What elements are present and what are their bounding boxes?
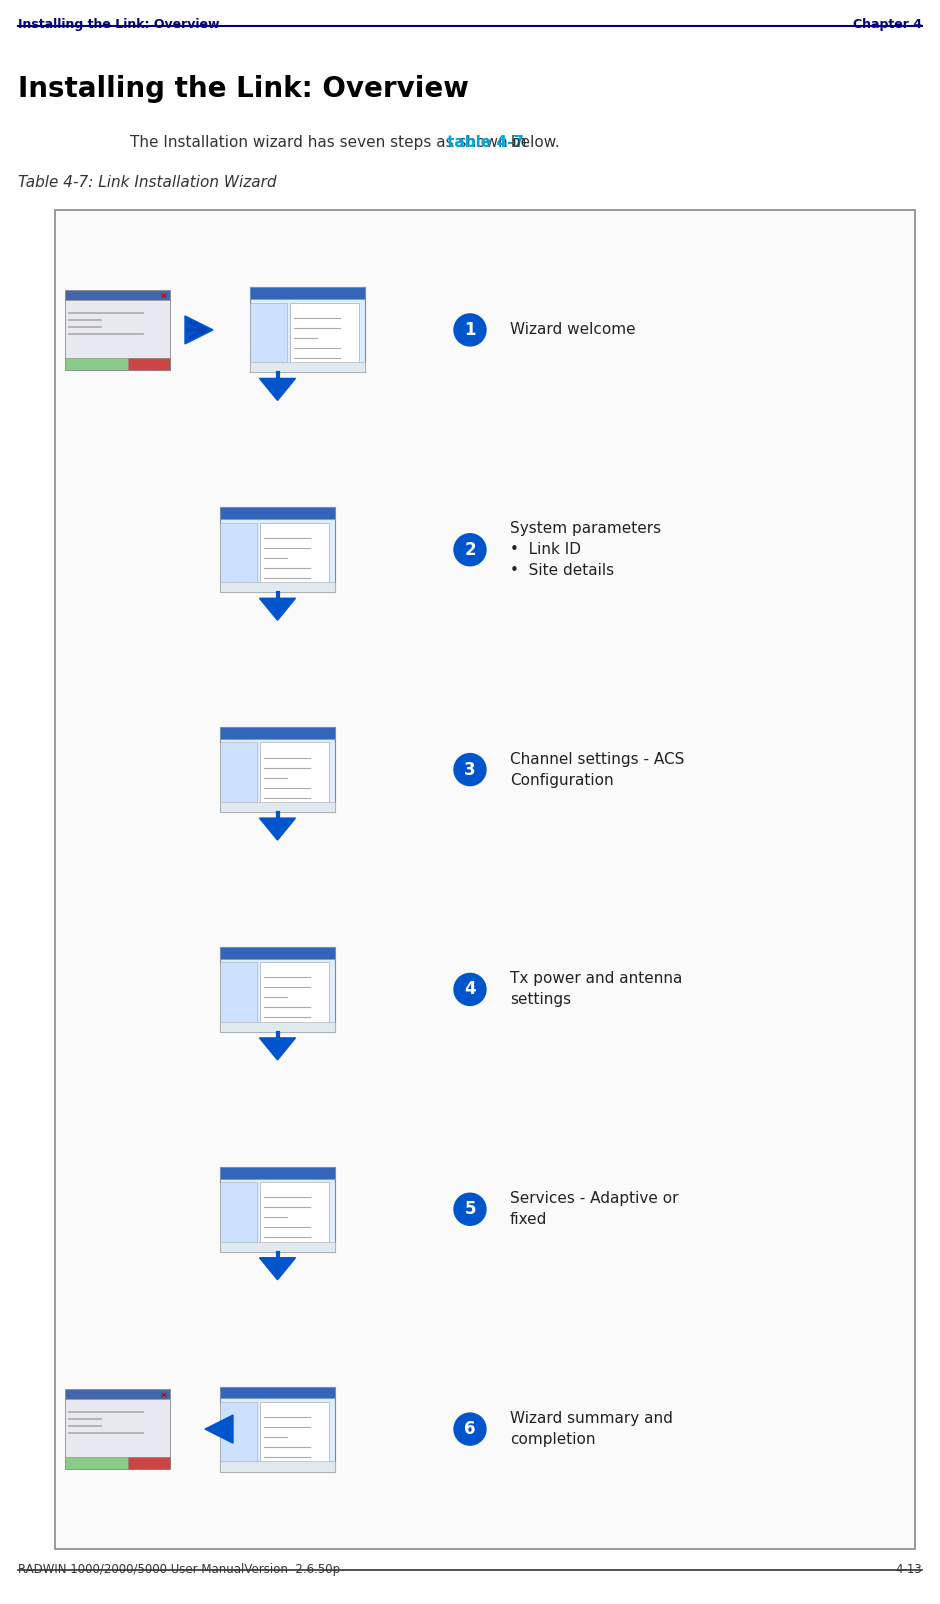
Polygon shape [205, 1415, 233, 1444]
Text: System parameters
•  Link ID
•  Site details: System parameters • Link ID • Site detai… [510, 521, 661, 579]
FancyBboxPatch shape [65, 290, 170, 300]
Text: 4-13: 4-13 [895, 1562, 922, 1577]
Text: Installing the Link: Overview: Installing the Link: Overview [18, 18, 220, 30]
FancyBboxPatch shape [220, 1241, 335, 1251]
FancyBboxPatch shape [290, 303, 359, 364]
Polygon shape [259, 1258, 295, 1280]
Text: table 4-7: table 4-7 [447, 135, 525, 151]
FancyBboxPatch shape [220, 727, 335, 812]
Circle shape [454, 1193, 486, 1225]
FancyBboxPatch shape [220, 1386, 335, 1399]
Circle shape [454, 534, 486, 566]
Text: Services - Adaptive or
fixed: Services - Adaptive or fixed [510, 1192, 679, 1227]
FancyBboxPatch shape [260, 1402, 329, 1463]
FancyBboxPatch shape [65, 1389, 170, 1469]
FancyBboxPatch shape [220, 507, 335, 592]
FancyBboxPatch shape [65, 1456, 170, 1469]
FancyBboxPatch shape [220, 1386, 335, 1471]
FancyBboxPatch shape [220, 1461, 335, 1471]
Text: Tx power and antenna
settings: Tx power and antenna settings [510, 972, 682, 1007]
Circle shape [454, 754, 486, 786]
FancyBboxPatch shape [65, 1389, 170, 1399]
Text: RADWIN 1000/2000/5000 User ManualVersion  2.6.50p: RADWIN 1000/2000/5000 User ManualVersion… [18, 1562, 340, 1577]
Text: 5: 5 [464, 1200, 476, 1219]
FancyBboxPatch shape [260, 743, 329, 804]
Polygon shape [259, 598, 295, 621]
Text: Wizard summary and
completion: Wizard summary and completion [510, 1412, 673, 1447]
Text: 1: 1 [464, 321, 476, 338]
FancyBboxPatch shape [128, 358, 170, 371]
Polygon shape [259, 818, 295, 840]
FancyBboxPatch shape [250, 287, 365, 300]
Circle shape [454, 974, 486, 1006]
Circle shape [454, 314, 486, 346]
Text: 2: 2 [464, 541, 476, 558]
FancyBboxPatch shape [250, 287, 365, 372]
Text: below.: below. [506, 135, 559, 151]
FancyBboxPatch shape [220, 507, 335, 520]
FancyBboxPatch shape [220, 1166, 335, 1179]
FancyBboxPatch shape [260, 962, 329, 1023]
Text: The Installation wizard has seven steps as shown in: The Installation wizard has seven steps … [130, 135, 531, 151]
FancyBboxPatch shape [65, 290, 170, 371]
FancyBboxPatch shape [220, 946, 335, 959]
Text: Wizard welcome: Wizard welcome [510, 322, 635, 337]
Text: 4: 4 [464, 980, 476, 998]
FancyBboxPatch shape [220, 1166, 335, 1251]
FancyBboxPatch shape [220, 727, 335, 739]
FancyBboxPatch shape [260, 1182, 329, 1243]
FancyBboxPatch shape [220, 1022, 335, 1031]
FancyBboxPatch shape [250, 363, 365, 372]
FancyBboxPatch shape [55, 210, 915, 1549]
Text: 6: 6 [464, 1420, 476, 1439]
FancyBboxPatch shape [260, 523, 329, 584]
FancyBboxPatch shape [220, 802, 335, 812]
Text: 3: 3 [464, 760, 476, 778]
Polygon shape [259, 379, 295, 401]
FancyBboxPatch shape [220, 1182, 257, 1243]
Text: Installing the Link: Overview: Installing the Link: Overview [18, 75, 469, 103]
FancyBboxPatch shape [220, 582, 335, 592]
FancyBboxPatch shape [220, 743, 257, 804]
FancyBboxPatch shape [220, 523, 257, 584]
FancyBboxPatch shape [220, 962, 257, 1023]
FancyBboxPatch shape [65, 358, 170, 371]
FancyBboxPatch shape [220, 1402, 257, 1463]
Text: Chapter 4: Chapter 4 [853, 18, 922, 30]
Circle shape [454, 1413, 486, 1445]
Text: Table 4-7: Link Installation Wizard: Table 4-7: Link Installation Wizard [18, 175, 276, 189]
Polygon shape [185, 316, 213, 343]
Text: Channel settings - ACS
Configuration: Channel settings - ACS Configuration [510, 752, 684, 788]
FancyBboxPatch shape [250, 303, 287, 364]
FancyBboxPatch shape [220, 946, 335, 1031]
FancyBboxPatch shape [128, 1456, 170, 1469]
Polygon shape [259, 1038, 295, 1060]
